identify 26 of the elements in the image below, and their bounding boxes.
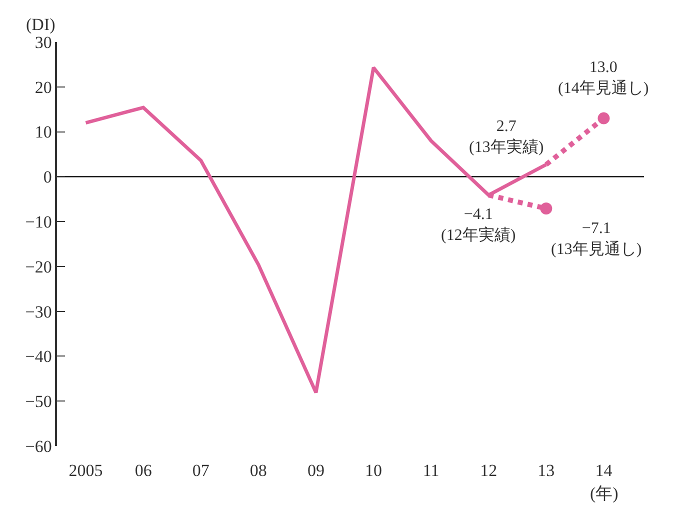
x-tick-label: 07 xyxy=(192,461,210,480)
x-tick-label: 13 xyxy=(538,461,555,480)
annotation: −7.1 (13年見通し) xyxy=(551,220,642,258)
x-tick-label: 08 xyxy=(250,461,267,480)
annotation: 13.0 (14年見通し) xyxy=(558,59,649,97)
x-tick-label: 12 xyxy=(480,461,498,480)
y-axis-title: (DI) xyxy=(26,15,56,34)
annotation: 2.7 (13年実績) xyxy=(469,118,544,156)
x-tick-label: 2005 xyxy=(68,461,103,480)
y-tick-label: −30 xyxy=(25,302,52,322)
x-tick-label: 10 xyxy=(365,461,382,480)
y-tick-label: −10 xyxy=(25,212,52,232)
y-tick-label: 20 xyxy=(34,78,52,97)
x-tick-label: 06 xyxy=(134,461,152,480)
y-tick-label: 10 xyxy=(34,122,52,142)
x-tick-label: 14 xyxy=(595,461,613,480)
x-tick-label: 11 xyxy=(422,461,440,480)
y-tick-label: −40 xyxy=(25,347,52,366)
annotation: −4.1 (12年実績) xyxy=(441,206,516,244)
y-tick-label: −20 xyxy=(25,257,52,276)
y-tick-label: −50 xyxy=(25,392,52,412)
y-tick-label: 0 xyxy=(43,168,52,187)
x-tick-label: 09 xyxy=(307,461,324,480)
y-tick-label: −60 xyxy=(25,436,52,456)
y-tick-label: 30 xyxy=(34,32,52,52)
x-axis-title: (年) xyxy=(590,484,618,503)
